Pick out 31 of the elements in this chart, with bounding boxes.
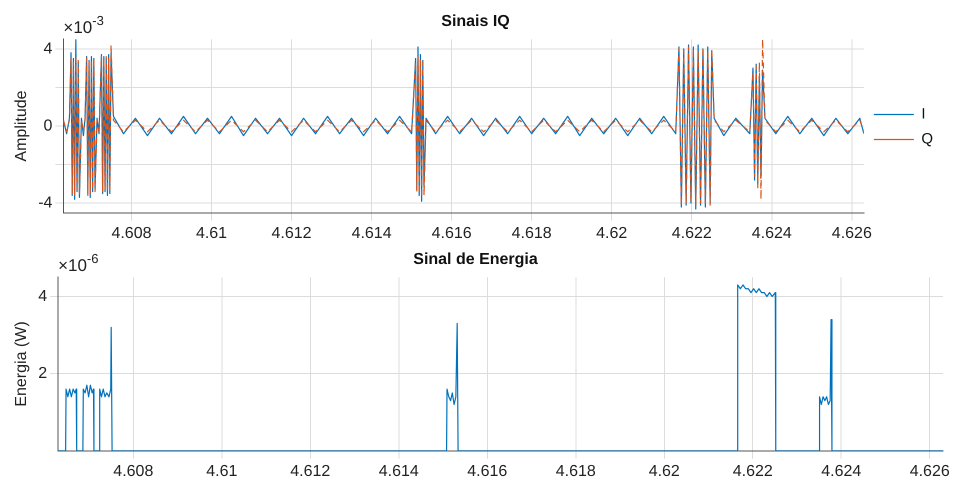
y-axis-title: Amplitude	[13, 90, 30, 162]
x-tick-label: 4.616	[467, 462, 508, 480]
x-tick-label: 4.624	[752, 224, 792, 242]
x-tick-label: 4.626	[910, 462, 950, 480]
x-tick-label: 4.612	[272, 224, 312, 242]
x-tick-label: 4.622	[672, 224, 712, 242]
x-tick-label: 4.618	[556, 462, 596, 480]
x-tick-label: 4.608	[113, 462, 154, 480]
x-tick-label: 4.626	[832, 224, 872, 242]
x-tick-label: 4.624	[821, 462, 862, 480]
x-tick-label: 4.614	[352, 224, 392, 242]
x-tick-label: 4.61	[206, 462, 238, 480]
x-tick-label: 4.612	[290, 462, 330, 480]
chart-title: Sinais IQ	[441, 13, 510, 30]
y-tick-label: -4	[38, 194, 53, 212]
x-tick-label: 4.61	[196, 224, 228, 242]
y-axis-title: Energia (W)	[13, 321, 30, 407]
chart-title: Sinal de Energia	[413, 251, 538, 268]
x-tick-label: 4.622	[732, 462, 773, 480]
y-tick-label: 0	[44, 117, 53, 134]
x-tick-label: 4.62	[596, 224, 628, 242]
x-tick-label: 4.62	[648, 462, 680, 480]
x-tick-label: 4.608	[111, 224, 152, 242]
legend-label: Q	[921, 130, 934, 148]
y-tick-label: 4	[44, 40, 53, 58]
x-tick-label: 4.618	[512, 224, 552, 242]
x-tick-label: 4.614	[378, 462, 419, 480]
y-tick-label: 4	[38, 288, 48, 305]
y-tick-label: 2	[38, 365, 48, 382]
x-tick-label: 4.616	[432, 224, 472, 242]
legend-label: I	[921, 106, 926, 123]
